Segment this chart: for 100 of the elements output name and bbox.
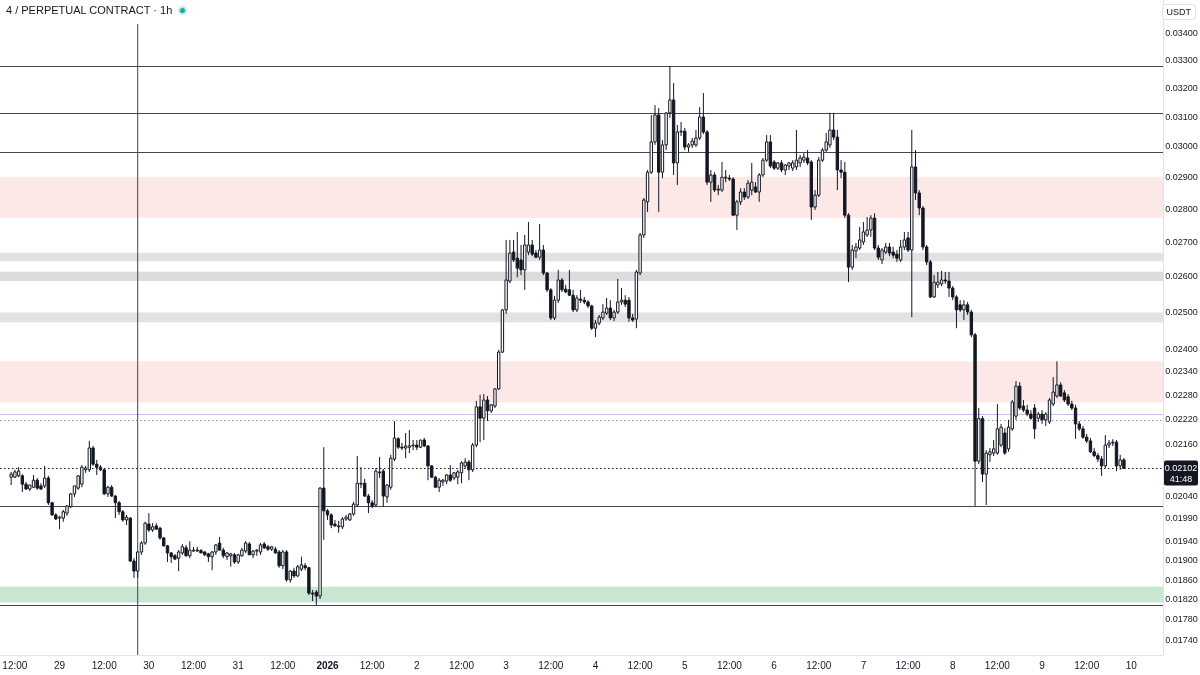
- y-tick-label: 0.01900: [1165, 555, 1198, 566]
- x-tick-label: 12:00: [181, 660, 207, 671]
- candlestick: [195, 546, 199, 553]
- candlestick: [258, 542, 263, 556]
- candlestick: [415, 439, 419, 451]
- y-tick-label: 0.02220: [1165, 414, 1198, 425]
- x-tick-label: 5: [681, 660, 688, 671]
- candlestick: [1073, 404, 1078, 440]
- candlestick: [802, 152, 806, 164]
- y-tick-label: 0.01990: [1165, 513, 1198, 524]
- candlestick: [776, 161, 780, 171]
- x-tick-label: 12:00: [538, 660, 564, 671]
- candlestick: [284, 549, 289, 583]
- x-tick-label: 12:00: [716, 660, 743, 671]
- candlestick: [1032, 403, 1037, 440]
- candlestick: [887, 242, 892, 257]
- candlestick: [9, 471, 13, 486]
- x-tick-label: 9: [1039, 660, 1046, 671]
- y-tick-label: 0.03100: [1165, 111, 1198, 122]
- candlestick: [437, 477, 441, 493]
- y-tick-label: 0.03200: [1165, 82, 1198, 93]
- candlestick: [35, 477, 39, 491]
- y-tick-label: 0.01860: [1165, 574, 1198, 585]
- candlestick: [657, 107, 661, 213]
- y-tick-label: 0.01820: [1165, 594, 1198, 605]
- x-tick-label: 4: [592, 660, 599, 671]
- y-tick-label: 0.01740: [1165, 634, 1198, 645]
- y-tick-label: 0.02340: [1165, 366, 1198, 377]
- candlestick: [184, 544, 188, 558]
- candlestick: [880, 247, 884, 265]
- candlestick: [482, 393, 486, 441]
- candlestick: [329, 512, 333, 529]
- x-tick-label: 10: [1125, 660, 1138, 671]
- x-tick-label: 3: [503, 660, 510, 671]
- x-tick-label: 12:00: [448, 660, 475, 671]
- y-tick-label: 0.03000: [1165, 141, 1198, 152]
- x-tick-label: 2026: [316, 660, 340, 671]
- candlestick: [1088, 437, 1093, 454]
- candlestick: [266, 544, 270, 552]
- x-tick-label: 12:00: [806, 660, 832, 671]
- candlestick: [779, 159, 784, 173]
- candlestick: [794, 129, 799, 171]
- candlestick: [478, 394, 482, 443]
- y-tick-label: 0.02040: [1165, 490, 1198, 501]
- x-tick-label: 6: [771, 660, 778, 671]
- x-tick-label: 12:00: [91, 660, 118, 671]
- candlestick: [407, 429, 412, 454]
- x-tick-label: 12:00: [1074, 660, 1100, 671]
- y-tick-label: 0.02900: [1165, 172, 1198, 183]
- candlestick: [995, 403, 1000, 456]
- candlestick: [80, 464, 84, 488]
- candlestick: [861, 221, 866, 246]
- candlestick: [1040, 409, 1044, 425]
- candlestick: [939, 270, 944, 287]
- candlestick: [891, 246, 895, 259]
- candlestick: [787, 161, 791, 171]
- candlestick: [515, 231, 519, 278]
- candlestick: [783, 163, 787, 176]
- y-axis-title: USDT: [1161, 4, 1196, 20]
- candlestick: [243, 540, 248, 554]
- candlestick: [627, 296, 631, 323]
- y-tick-label: 0.02800: [1165, 203, 1198, 214]
- candlestick: [247, 541, 252, 556]
- x-tick-label: 8: [949, 660, 956, 671]
- y-tick-label: 0.02280: [1165, 390, 1198, 401]
- x-tick-label: 29: [53, 660, 66, 671]
- candlestick: [199, 548, 203, 554]
- x-tick-label: 12:00: [359, 660, 386, 671]
- y-tick-label: 0.02600: [1165, 271, 1198, 282]
- x-tick-label: 7: [860, 660, 867, 671]
- candlestick: [232, 552, 237, 565]
- candlestick: [418, 439, 423, 449]
- y-tick-label: 0.01940: [1165, 536, 1198, 547]
- candlestick: [962, 299, 966, 321]
- candlestick: [403, 432, 408, 459]
- candlestick: [947, 271, 951, 298]
- candlestick: [910, 129, 914, 318]
- x-tick-label: 30: [143, 660, 155, 671]
- ref-line-label: 0.02102: [1164, 463, 1198, 474]
- candlestick: [340, 516, 345, 530]
- candlestick: [188, 540, 192, 559]
- y-tick-label: 0.02160: [1165, 439, 1198, 450]
- candlestick: [575, 294, 579, 313]
- y-tick-label: 0.02700: [1165, 236, 1198, 247]
- candlestick: [828, 112, 832, 149]
- candlestick: [1025, 404, 1029, 417]
- y-tick-label: 0.01780: [1165, 614, 1198, 625]
- candlestick: [31, 474, 36, 489]
- y-tick-label: 0.02400: [1165, 343, 1198, 354]
- candlestick: [1081, 425, 1085, 440]
- candlestick: [1066, 393, 1070, 407]
- candlestick: [604, 297, 609, 316]
- x-tick-label: 12:00: [895, 660, 922, 671]
- y-tick-label: 0.02500: [1165, 306, 1198, 317]
- y-tick-label: 0.03300: [1165, 54, 1198, 65]
- x-tick-label: 12:00: [984, 660, 1011, 671]
- candlestick: [292, 567, 296, 579]
- x-tick-label: 12:00: [2, 660, 28, 671]
- candlestick: [269, 545, 274, 552]
- x-tick-label: 12:00: [270, 660, 296, 671]
